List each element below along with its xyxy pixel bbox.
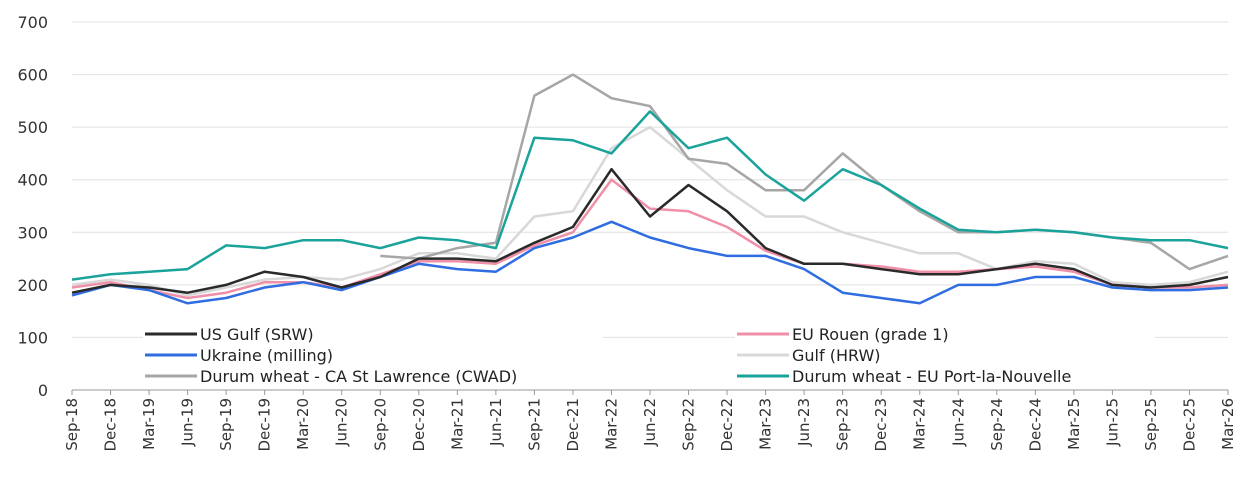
x-tick-label: Jun-19: [179, 398, 197, 447]
x-tick-label: Sep-18: [63, 398, 81, 451]
x-tick-label: Dec-20: [410, 398, 428, 452]
x-tick-label: Dec-21: [564, 398, 582, 452]
y-tick-label: 500: [17, 118, 48, 137]
y-tick-label: 200: [17, 276, 48, 295]
legend-label: US Gulf (SRW): [200, 325, 314, 344]
x-tick-label: Dec-18: [102, 398, 120, 452]
series-line: [380, 73, 1229, 271]
x-tick-label: Dec-22: [718, 398, 736, 452]
legend-bg: [735, 367, 1155, 386]
x-tick-label: Jun-22: [641, 398, 659, 447]
x-tick-label: Jun-20: [333, 398, 351, 447]
x-tick-label: Mar-23: [757, 398, 775, 450]
x-tick-label: Sep-20: [371, 398, 389, 451]
legend-bg: [735, 325, 1155, 344]
x-tick-label: Mar-21: [448, 398, 466, 450]
x-tick-label: Sep-24: [988, 398, 1006, 451]
legend-label: Durum wheat - CA St Lawrence (CWAD): [200, 367, 517, 386]
x-tick-label: Mar-22: [602, 398, 620, 450]
x-tick-label: Sep-21: [525, 398, 543, 451]
x-tick-label: Mar-25: [1065, 398, 1083, 450]
y-tick-label: 300: [17, 223, 48, 242]
x-tick-label: Dec-19: [256, 398, 274, 452]
x-tick-label: Mar-26: [1219, 398, 1233, 450]
series-line: [71, 178, 1229, 300]
x-tick-label: Sep-25: [1142, 398, 1160, 451]
legend-label: EU Rouen (grade 1): [792, 325, 949, 344]
x-tick-label: Sep-22: [680, 398, 698, 451]
legend-bg: [143, 367, 603, 386]
y-tick-label: 700: [17, 13, 48, 32]
legend-label: Ukraine (milling): [200, 346, 333, 365]
y-tick-label: 0: [38, 381, 48, 400]
x-tick-label: Mar-19: [140, 398, 158, 450]
x-tick-label: Jun-21: [487, 398, 505, 447]
x-tick-label: Jun-24: [949, 398, 967, 447]
x-tick-label: Dec-25: [1180, 398, 1198, 452]
y-tick-label: 600: [17, 66, 48, 85]
x-tick-label: Dec-23: [872, 398, 890, 452]
x-tick-label: Jun-23: [795, 398, 813, 447]
legend-label: Gulf (HRW): [792, 346, 881, 365]
y-tick-label: 400: [17, 171, 48, 190]
series-line: [71, 125, 1229, 297]
legend-bg: [735, 346, 1155, 365]
x-tick-label: Mar-24: [911, 398, 929, 450]
x-tick-label: Dec-24: [1026, 398, 1044, 452]
x-tick-label: Mar-20: [294, 398, 312, 450]
x-tick-label: Jun-25: [1103, 398, 1121, 447]
x-tick-label: Sep-23: [834, 398, 852, 451]
y-tick-label: 100: [17, 328, 48, 347]
legend-label: Durum wheat - EU Port-la-Nouvelle: [792, 367, 1071, 386]
series-line: [71, 220, 1229, 305]
series-line: [71, 167, 1229, 294]
legend-bg: [143, 346, 603, 365]
series-line: [71, 110, 1229, 281]
legend-bg: [143, 325, 603, 344]
x-tick-label: Sep-19: [217, 398, 235, 451]
